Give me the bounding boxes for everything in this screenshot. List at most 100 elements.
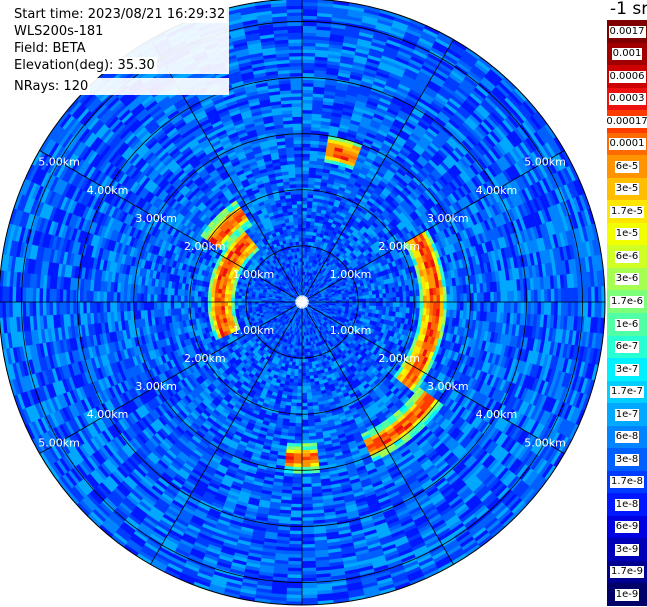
range-gate-cell bbox=[351, 187, 360, 195]
range-gate-cell bbox=[313, 79, 326, 85]
range-gate-cell bbox=[304, 247, 308, 252]
range-gate-cell bbox=[369, 215, 377, 223]
range-gate-cell bbox=[454, 147, 466, 159]
range-gate-cell bbox=[402, 296, 407, 303]
range-gate-cell bbox=[303, 291, 305, 296]
range-gate-cell bbox=[302, 89, 314, 94]
range-gate-cell bbox=[382, 158, 393, 167]
range-gate-cell bbox=[302, 268, 304, 272]
range-gate-cell bbox=[315, 167, 324, 173]
range-gate-cell bbox=[305, 234, 310, 239]
range-gate-cell bbox=[315, 275, 319, 280]
range-gate-cell bbox=[304, 292, 307, 296]
range-gate-cell bbox=[369, 148, 380, 156]
range-gate-cell bbox=[430, 156, 441, 167]
range-gate-cell bbox=[312, 89, 325, 95]
range-gate-cell bbox=[473, 109, 487, 122]
range-gate-cell bbox=[339, 123, 350, 130]
range-gate-cell bbox=[325, 266, 330, 271]
range-gate-cell bbox=[395, 171, 405, 180]
range-gate-cell bbox=[433, 302, 437, 310]
range-gate-cell bbox=[306, 258, 309, 263]
range-gate-cell bbox=[361, 217, 369, 224]
range-gate-cell bbox=[422, 28, 440, 39]
range-gate-cell bbox=[328, 273, 333, 278]
range-gate-cell bbox=[338, 204, 345, 210]
range-gate-cell bbox=[377, 64, 393, 73]
range-gate-cell bbox=[363, 8, 381, 17]
range-gate-cell bbox=[464, 75, 479, 89]
range-gate-cell bbox=[317, 239, 323, 245]
range-gate-cell bbox=[482, 118, 496, 132]
range-gate-cell bbox=[454, 89, 469, 102]
range-gate-cell bbox=[322, 281, 326, 286]
range-gate-cell bbox=[401, 189, 410, 198]
range-gate-cell bbox=[557, 288, 562, 303]
range-gate-cell bbox=[369, 224, 377, 231]
range-gate-cell bbox=[500, 291, 505, 303]
range-gate-cell bbox=[409, 88, 423, 99]
range-gate-cell bbox=[405, 94, 419, 105]
range-gate-cell bbox=[503, 302, 508, 314]
range-gate-cell bbox=[302, 59, 316, 64]
range-gate-cell bbox=[379, 180, 388, 188]
range-gate-cell bbox=[490, 302, 495, 313]
range-gate-cell bbox=[394, 196, 403, 205]
range-gate-cell bbox=[373, 77, 388, 86]
range-gate-cell bbox=[406, 138, 418, 148]
range-gate-cell bbox=[329, 274, 334, 279]
range-gate-cell bbox=[314, 177, 322, 183]
range-gate-cell bbox=[440, 161, 451, 172]
range-gate-cell bbox=[311, 241, 315, 247]
range-gate-cell bbox=[339, 120, 351, 127]
range-gate-cell bbox=[403, 186, 413, 196]
range-gate-cell bbox=[310, 276, 314, 281]
range-gate-cell bbox=[416, 171, 427, 181]
range-gate-cell bbox=[302, 86, 314, 91]
range-gate-cell bbox=[302, 146, 311, 151]
range-gate-cell bbox=[382, 227, 389, 235]
range-gate-cell bbox=[369, 302, 373, 306]
range-gate-cell bbox=[316, 205, 323, 210]
range-gate-cell bbox=[304, 281, 307, 286]
range-gate-cell bbox=[408, 152, 420, 162]
range-gate-cell bbox=[473, 128, 486, 141]
range-gate-cell bbox=[352, 304, 357, 308]
range-gate-cell bbox=[355, 160, 365, 167]
range-gate-cell bbox=[302, 76, 315, 81]
range-gate-cell bbox=[478, 56, 494, 70]
range-gate-cell bbox=[438, 32, 455, 43]
range-gate-cell bbox=[388, 166, 398, 175]
range-gate-cell bbox=[317, 202, 324, 207]
range-gate-cell bbox=[364, 202, 372, 210]
range-gate-cell bbox=[306, 207, 313, 212]
range-gate-cell bbox=[452, 164, 463, 176]
range-gate-cell bbox=[306, 285, 309, 290]
range-gate-cell bbox=[399, 302, 404, 308]
range-gate-cell bbox=[418, 182, 428, 192]
range-gate-cell bbox=[302, 241, 306, 245]
range-gate-cell bbox=[343, 191, 351, 198]
range-gate-cell bbox=[309, 288, 313, 292]
range-gate-cell bbox=[475, 84, 490, 98]
range-gate-cell bbox=[305, 224, 311, 229]
range-gate-cell bbox=[316, 26, 332, 31]
range-gate-cell bbox=[375, 71, 390, 80]
range-gate-cell bbox=[347, 220, 354, 226]
range-gate-cell bbox=[302, 42, 317, 47]
range-gate-cell bbox=[305, 289, 308, 293]
range-gate-cell bbox=[359, 199, 367, 207]
range-gate-cell bbox=[350, 214, 358, 221]
range-gate-cell bbox=[361, 225, 368, 233]
range-gate-cell bbox=[435, 37, 452, 49]
range-gate-cell bbox=[369, 122, 381, 130]
range-gate-cell bbox=[308, 282, 311, 287]
range-gate-cell bbox=[377, 195, 386, 203]
range-gate-cell bbox=[463, 293, 468, 303]
range-gate-cell bbox=[309, 265, 312, 270]
range-gate-cell bbox=[374, 173, 384, 181]
range-gate-cell bbox=[352, 236, 359, 243]
range-gate-cell bbox=[364, 106, 377, 114]
range-gate-cell bbox=[362, 74, 376, 82]
range-gate-cell bbox=[371, 84, 385, 92]
